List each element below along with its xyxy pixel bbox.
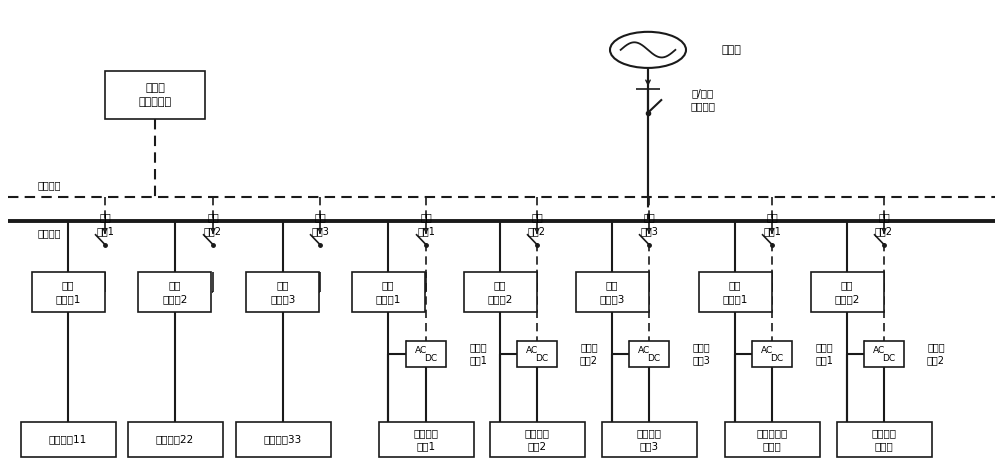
Text: 光伏发电
系统2: 光伏发电 系统2	[524, 428, 550, 451]
Bar	[752, 341, 792, 367]
Text: 通信总线: 通信总线	[38, 180, 62, 190]
Text: 光伏
开关1: 光伏 开关1	[417, 213, 435, 236]
Text: 光伏逆
变利1: 光伏逆 变利1	[469, 342, 487, 365]
Text: 光伏发电
系统1: 光伏发电 系统1	[414, 428, 438, 451]
Text: 光伏
开关2: 光伏 开关2	[528, 213, 546, 236]
Text: 负荷
控制全3: 负荷 控制全3	[270, 281, 296, 304]
Text: 光伏
控制全1: 光伏 控制全1	[375, 281, 401, 304]
Text: 负荷
开关1: 负荷 开关1	[96, 213, 114, 236]
Bar	[836, 422, 932, 457]
Text: 负荷
控制全1: 负荷 控制全1	[55, 281, 81, 304]
Text: 锂电池储
能装置: 锂电池储 能装置	[872, 428, 896, 451]
Text: 微电网
中央控制器: 微电网 中央控制器	[138, 84, 172, 106]
Bar	[138, 272, 211, 313]
Bar	[490, 422, 584, 457]
Text: DC: DC	[535, 354, 549, 363]
Text: 负荷
控制全2: 负荷 控制全2	[162, 281, 188, 304]
Bar	[21, 422, 116, 457]
Text: 储能
开关2: 储能 开关2	[875, 213, 893, 236]
Text: 储能
开关1: 储能 开关1	[763, 213, 781, 236]
Text: DC: DC	[424, 354, 438, 363]
Text: 光伏
控制全2: 光伏 控制全2	[487, 281, 513, 304]
Text: 储能逆
变利1: 储能逆 变利1	[815, 342, 833, 365]
Bar	[864, 341, 904, 367]
Text: AC: AC	[526, 346, 538, 354]
Text: 静态负荨11: 静态负荨11	[49, 434, 87, 445]
Text: 光伏逆
变利2: 光伏逆 变利2	[580, 342, 598, 365]
Text: 光伏发电
系统3: 光伏发电 系统3	[637, 428, 662, 451]
Text: 负荷
开关2: 负荷 开关2	[204, 213, 222, 236]
Text: 负荷
开关3: 负荷 开关3	[311, 213, 329, 236]
Text: 交流母线: 交流母线	[38, 228, 62, 238]
Text: 静态负荨33: 静态负荨33	[264, 434, 302, 445]
Text: 液流电池储
能装置: 液流电池储 能装置	[756, 428, 788, 451]
Text: 光伏逆
变利3: 光伏逆 变利3	[692, 342, 710, 365]
Bar	[128, 422, 222, 457]
Text: AC: AC	[415, 346, 427, 354]
Bar	[352, 272, 425, 313]
Text: 并/离网
控制开关: 并/离网 控制开关	[691, 88, 716, 111]
Bar	[236, 422, 330, 457]
Bar	[105, 71, 205, 119]
Text: AC: AC	[873, 346, 885, 354]
Bar	[517, 341, 557, 367]
Bar	[698, 272, 772, 313]
Text: 储能逆
变利2: 储能逆 变利2	[927, 342, 945, 365]
Bar	[810, 272, 884, 313]
Text: 配电网: 配电网	[721, 45, 741, 55]
Bar	[32, 272, 105, 313]
Text: 静态负荨22: 静态负荨22	[156, 434, 194, 445]
Bar	[464, 272, 536, 313]
Bar	[629, 341, 669, 367]
Text: DC: DC	[882, 354, 896, 363]
Text: DC: DC	[770, 354, 784, 363]
Bar	[602, 422, 696, 457]
Text: 储能
控制全1: 储能 控制全1	[722, 281, 748, 304]
Text: AC: AC	[761, 346, 773, 354]
Bar	[724, 422, 820, 457]
Bar	[406, 341, 446, 367]
Text: AC: AC	[638, 346, 650, 354]
Text: 光伏
开关3: 光伏 开关3	[640, 213, 658, 236]
Bar	[246, 272, 319, 313]
Text: 储能
控制全2: 储能 控制全2	[834, 281, 860, 304]
Text: 光伏
控制全3: 光伏 控制全3	[599, 281, 625, 304]
Bar	[576, 272, 648, 313]
Bar	[378, 422, 474, 457]
Text: DC: DC	[647, 354, 661, 363]
